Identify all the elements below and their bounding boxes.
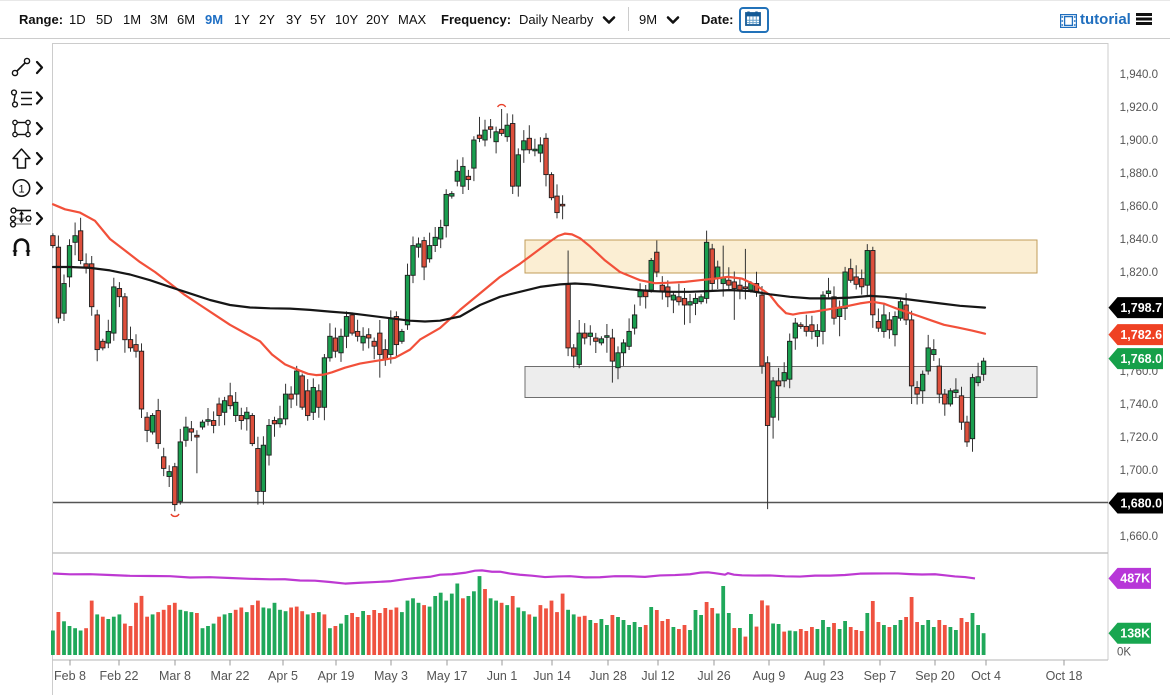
svg-text:Aug 9: Aug 9 xyxy=(753,669,786,683)
svg-text:1,700.0: 1,700.0 xyxy=(1120,465,1158,477)
svg-text:1,880.0: 1,880.0 xyxy=(1120,168,1158,180)
svg-text:1,660.0: 1,660.0 xyxy=(1120,531,1158,543)
svg-text:1,740.0: 1,740.0 xyxy=(1120,399,1158,411)
svg-text:1,768.0: 1,768.0 xyxy=(1120,352,1162,366)
svg-text:1,900.0: 1,900.0 xyxy=(1120,135,1158,147)
svg-text:1,798.7: 1,798.7 xyxy=(1120,301,1162,315)
svg-text:May 17: May 17 xyxy=(427,669,468,683)
svg-text:1,820.0: 1,820.0 xyxy=(1120,267,1158,279)
svg-text:Sep 20: Sep 20 xyxy=(915,669,955,683)
svg-text:Jun 28: Jun 28 xyxy=(589,669,627,683)
svg-text:Jun 14: Jun 14 xyxy=(533,669,571,683)
svg-text:1: 1 xyxy=(18,183,24,195)
svg-text:Oct 18: Oct 18 xyxy=(1046,669,1083,683)
svg-text:1,680.0: 1,680.0 xyxy=(1120,496,1162,510)
svg-text:Oct 4: Oct 4 xyxy=(971,669,1001,683)
svg-text:Mar 8: Mar 8 xyxy=(159,669,191,683)
svg-text:1,720.0: 1,720.0 xyxy=(1120,432,1158,444)
svg-text:0K: 0K xyxy=(1117,647,1131,659)
svg-text:1,940.0: 1,940.0 xyxy=(1120,69,1158,81)
svg-text:May 3: May 3 xyxy=(374,669,408,683)
svg-text:Apr 19: Apr 19 xyxy=(318,669,355,683)
svg-text:Aug 23: Aug 23 xyxy=(804,669,844,683)
svg-text:487K: 487K xyxy=(1120,572,1150,586)
svg-text:Jul 12: Jul 12 xyxy=(641,669,674,683)
svg-text:138K: 138K xyxy=(1120,627,1150,641)
svg-text:Apr 5: Apr 5 xyxy=(268,669,298,683)
svg-text:Feb 8: Feb 8 xyxy=(54,669,86,683)
svg-text:1,840.0: 1,840.0 xyxy=(1120,234,1158,246)
svg-text:1,860.0: 1,860.0 xyxy=(1120,201,1158,213)
svg-text:Feb 22: Feb 22 xyxy=(100,669,139,683)
svg-text:1,920.0: 1,920.0 xyxy=(1120,102,1158,114)
svg-text:Sep 7: Sep 7 xyxy=(864,669,897,683)
svg-text:Jun 1: Jun 1 xyxy=(487,669,518,683)
svg-text:1,782.6: 1,782.6 xyxy=(1120,328,1162,342)
svg-text:Mar 22: Mar 22 xyxy=(211,669,250,683)
svg-text:Jul 26: Jul 26 xyxy=(697,669,730,683)
